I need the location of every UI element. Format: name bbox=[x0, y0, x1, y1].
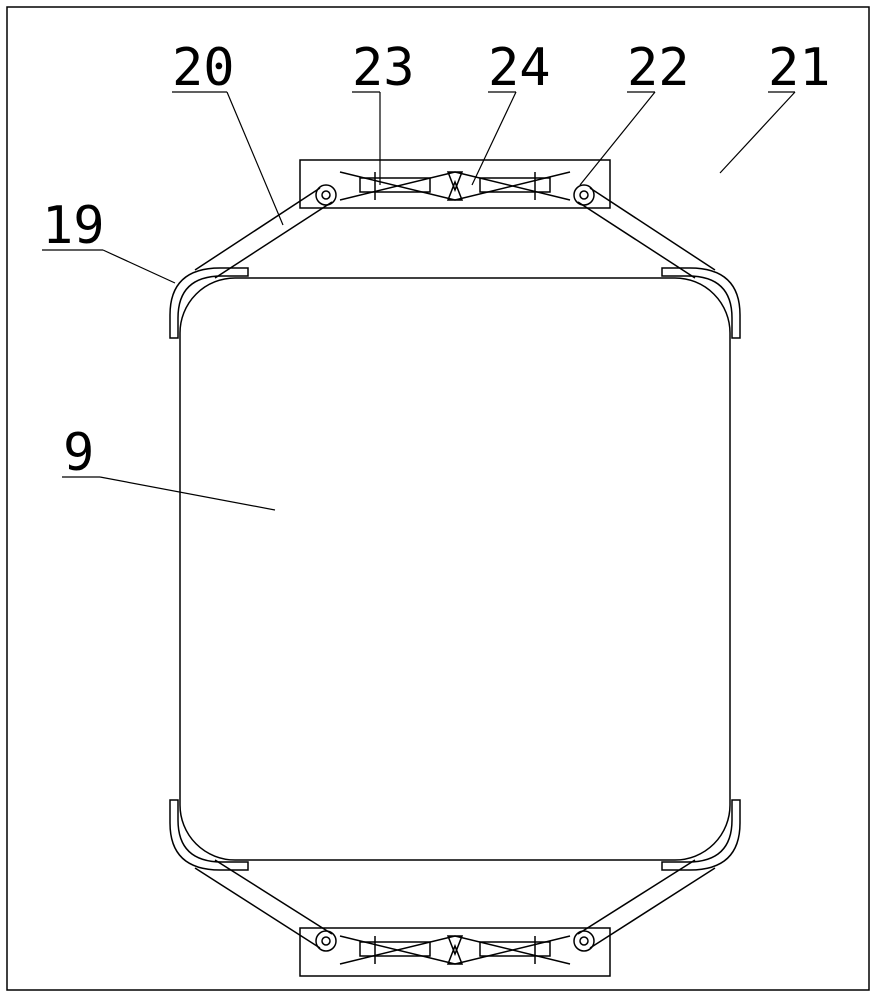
x-link-bottom bbox=[340, 936, 570, 964]
label-22: 22 bbox=[627, 38, 690, 98]
outer-frame bbox=[7, 7, 869, 990]
label-21: 21 bbox=[768, 38, 831, 98]
label-24: 24 bbox=[488, 38, 551, 98]
arm-strut-top-right bbox=[574, 185, 715, 278]
labels-group: 9 19 20 23 24 22 21 bbox=[42, 38, 831, 483]
leader-lines bbox=[42, 92, 795, 510]
arm-strut-bottom-right bbox=[574, 860, 715, 951]
arm-strut-top-left bbox=[195, 185, 336, 278]
arm-strut-bottom-left bbox=[195, 860, 336, 951]
label-9: 9 bbox=[63, 423, 94, 483]
label-19: 19 bbox=[42, 196, 105, 256]
diagram-canvas: 9 19 20 23 24 22 21 bbox=[0, 0, 876, 1000]
label-20: 20 bbox=[172, 38, 235, 98]
main-body bbox=[180, 278, 730, 860]
label-23: 23 bbox=[352, 38, 415, 98]
x-link-top bbox=[340, 172, 570, 200]
